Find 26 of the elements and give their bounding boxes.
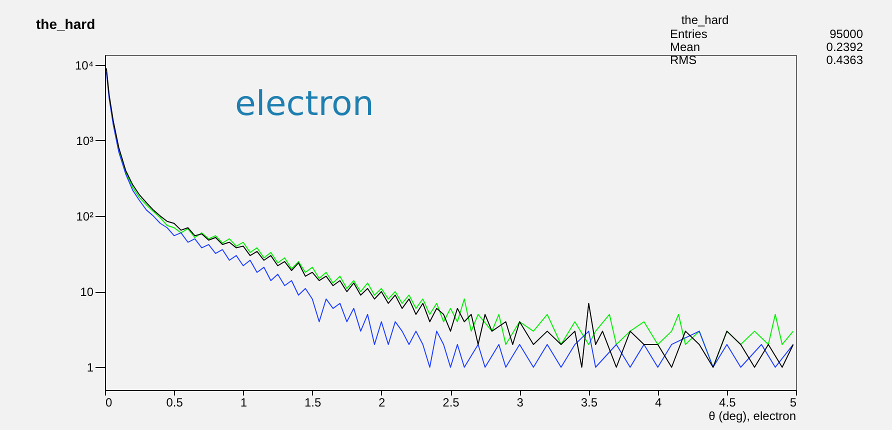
x-tick-label: 4.5 [719, 396, 736, 410]
y-tick-label: 1 [86, 360, 94, 375]
annotation: RMS [670, 53, 697, 67]
x-tick-label: 1.5 [304, 396, 322, 410]
text: the_hard [681, 13, 729, 27]
text: 0.2392 [826, 40, 864, 54]
y-tick-label: 10² [76, 210, 94, 224]
y-tick-label: 10 [80, 285, 94, 300]
text: 0.4363 [826, 53, 864, 67]
annotation: electron [235, 84, 374, 124]
y-tick-label: 10³ [76, 134, 94, 148]
x-tick-label: 3 [516, 396, 524, 410]
x-tick-label: 2 [378, 396, 386, 410]
x-tick-label: 0 [106, 396, 112, 410]
y-tick-label: 10⁴ [74, 58, 94, 72]
x-axis-title: θ (deg), electron [708, 409, 796, 423]
x-tick-label: 4 [654, 396, 662, 410]
x-tick-label: 3.5 [580, 396, 598, 410]
x-tick-label: 0.5 [166, 396, 184, 410]
text: 95000 [830, 27, 864, 41]
text: Mean [670, 40, 700, 54]
chart-title: the_hard [36, 16, 96, 32]
x-tick-label: 1 [240, 396, 248, 410]
text: Entries [670, 27, 708, 41]
x-tick-label: 2.5 [442, 396, 460, 410]
x-tick-label: 5 [790, 396, 797, 410]
